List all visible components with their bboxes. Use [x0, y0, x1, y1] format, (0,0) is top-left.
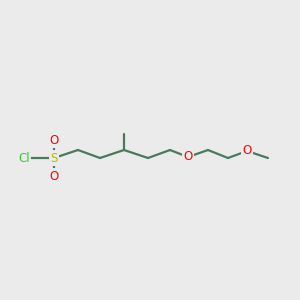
- Text: O: O: [242, 145, 252, 158]
- Text: Cl: Cl: [18, 152, 30, 164]
- Text: O: O: [183, 151, 193, 164]
- Text: S: S: [50, 152, 58, 164]
- Text: O: O: [50, 134, 58, 146]
- Text: O: O: [50, 169, 58, 182]
